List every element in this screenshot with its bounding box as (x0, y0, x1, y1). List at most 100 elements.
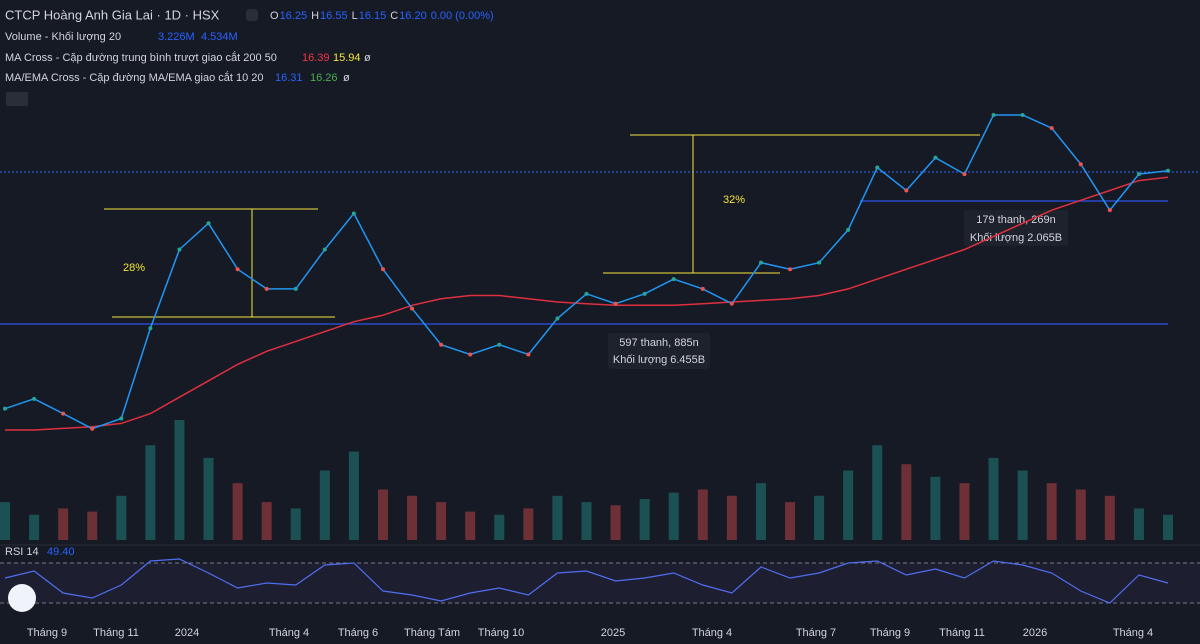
price-point (817, 260, 822, 265)
ohlc-label: H (311, 10, 319, 22)
volume-bar (901, 464, 912, 540)
volume-name: Volume - Khối lượng 20 (5, 31, 121, 43)
ma-cross-value: 15.94 (333, 52, 361, 64)
volume-ma: 4.534M (201, 31, 238, 43)
volume-bar (581, 502, 592, 540)
price-point (700, 286, 705, 291)
price-point (322, 247, 327, 252)
volume-bar (1046, 483, 1057, 540)
rsi-value: 49.40 (47, 546, 75, 558)
volume-bar (29, 514, 40, 540)
collapse-button[interactable] (246, 9, 258, 21)
time-label: Tháng 4 (269, 627, 309, 639)
time-label: Tháng 11 (939, 627, 985, 639)
ohlc-value: 16.15 (359, 10, 387, 22)
time-label: Tháng 9 (870, 627, 910, 639)
ohlc-label: C (390, 10, 398, 22)
volume-bar (319, 470, 330, 540)
price-point (1078, 162, 1083, 167)
price-point (351, 211, 356, 216)
volume-bar (843, 470, 854, 540)
ma-cross-name: MA Cross - Cặp đường trung bình trượt gi… (5, 51, 277, 64)
volume-bar (959, 483, 970, 540)
volume-bar (348, 451, 359, 540)
volume-bar (930, 476, 941, 540)
price-point (1136, 172, 1141, 177)
volume-bar (232, 483, 243, 540)
price-point (642, 291, 647, 296)
time-label: Tháng 7 (796, 627, 836, 639)
time-label: Tháng 10 (478, 627, 524, 639)
volume-bar (988, 457, 999, 540)
price-point (90, 426, 95, 431)
ohlc-value: 16.55 (320, 10, 348, 22)
volume-bar (668, 492, 679, 540)
price-point (1020, 113, 1025, 117)
volume-bar (87, 511, 98, 540)
volume-bar (261, 502, 272, 540)
price-point (1166, 168, 1170, 173)
volume-bar (465, 511, 476, 540)
rsi-line (4, 558, 1169, 604)
price-point (264, 286, 269, 291)
volume-bar (726, 495, 737, 540)
volume-bar (145, 445, 156, 540)
time-label: Tháng 11 (93, 627, 139, 639)
ema-cross-symbol: ø (343, 72, 350, 84)
volume-bar (1133, 508, 1144, 540)
percent-label: 28% (123, 262, 145, 274)
price-point (32, 396, 37, 401)
price-point (497, 342, 502, 347)
time-label: 2024 (175, 627, 199, 639)
time-label: Tháng 4 (692, 627, 732, 639)
volume-bar (436, 502, 447, 540)
volume-bar (58, 508, 69, 540)
price-point (1107, 208, 1112, 213)
collapse-legend[interactable] (6, 92, 28, 106)
ma-cross-symbol: ø (364, 52, 371, 64)
time-label: Tháng Tám (404, 627, 460, 639)
logo[interactable] (8, 584, 36, 612)
price-point (875, 165, 880, 170)
volume-bar (0, 502, 10, 540)
range-text: 597 thanh, 885n (619, 337, 699, 349)
price-point (846, 227, 851, 232)
volume-bar (494, 514, 505, 540)
price-point (177, 247, 182, 252)
ma-cross-value: 16.39 (302, 52, 330, 64)
volume-bar (116, 495, 127, 540)
price-point (584, 291, 589, 296)
volume-bar (1104, 495, 1115, 540)
time-label: 2025 (601, 627, 625, 639)
range-text: Khối lượng 6.455B (613, 354, 705, 366)
price-point (555, 316, 560, 321)
price-point (468, 352, 473, 357)
volume-bar (610, 505, 621, 540)
ohlc-label: O (270, 10, 279, 22)
price-point (933, 155, 938, 160)
ema-cross-value: 16.26 (310, 72, 338, 84)
time-label: Tháng 9 (27, 627, 67, 639)
price-point (1049, 126, 1054, 131)
volume-bar (407, 495, 418, 540)
time-label: 2026 (1023, 627, 1047, 639)
volume-bar (552, 495, 563, 540)
range-box (608, 333, 710, 369)
price-point (3, 406, 7, 411)
price-point (758, 260, 763, 265)
volume-bar (377, 489, 388, 540)
price-point (729, 301, 734, 306)
price-point (293, 286, 298, 291)
volume-bar (755, 483, 766, 540)
ema-cross-value: 16.31 (275, 72, 303, 84)
percent-label: 32% (723, 194, 745, 206)
volume-bar (1075, 489, 1086, 540)
price-point (788, 267, 793, 272)
time-label: Tháng 4 (1113, 627, 1153, 639)
volume-bar (785, 502, 796, 540)
ohlc-label: L (352, 10, 358, 22)
price-change: 0.00 (0.00%) (431, 10, 494, 22)
rsi-band (0, 563, 1200, 603)
price-point (613, 301, 618, 306)
symbol-title: CTCP Hoàng Anh Gia Lai · 1D · HSX (5, 7, 220, 22)
